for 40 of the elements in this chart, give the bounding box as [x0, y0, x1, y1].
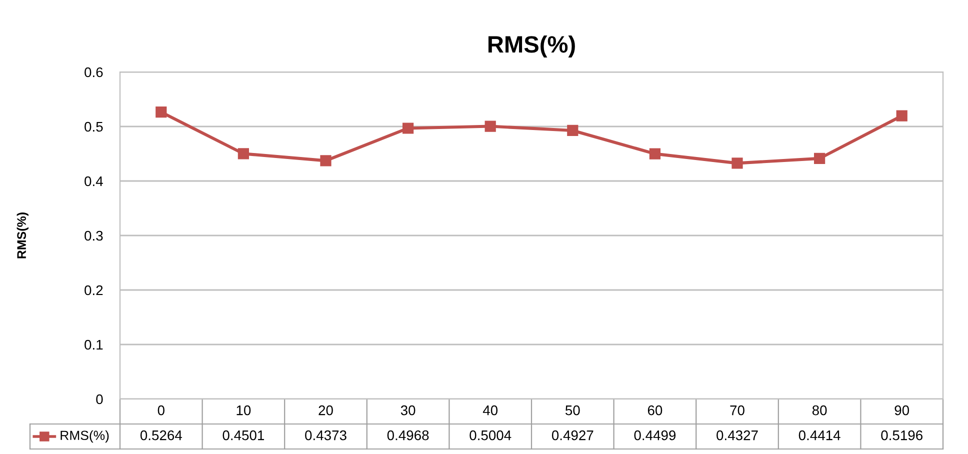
- data-label: 0.4327: [716, 430, 758, 440]
- point: [567, 124, 578, 136]
- y-tick-label: 0.2: [84, 285, 103, 296]
- x-tick-label: 30: [400, 405, 416, 416]
- y-axis-title: RMS(%): [16, 212, 28, 258]
- x-tick-label: 80: [812, 405, 827, 416]
- point: [320, 155, 332, 166]
- point: [814, 152, 826, 164]
- point: [156, 106, 167, 118]
- y-tick-label: 0: [96, 394, 103, 404]
- x-tick-label: 10: [236, 405, 251, 416]
- data-label: 0.4968: [387, 430, 429, 440]
- x-tick-label: 60: [648, 405, 662, 416]
- point: [732, 158, 743, 169]
- x-tick-label: 40: [482, 405, 498, 416]
- point: [238, 148, 250, 160]
- x-tick-label: 20: [318, 405, 333, 416]
- x-tick-label: 70: [730, 405, 744, 416]
- y-tick-label: 0.5: [84, 122, 103, 132]
- x-tick-label: 0: [158, 405, 164, 416]
- point: [402, 122, 414, 134]
- x-tick-label: 50: [565, 405, 580, 416]
- data-label: 0.4501: [222, 430, 264, 440]
- point: [484, 120, 496, 132]
- y-tick-label: 0.3: [84, 230, 103, 241]
- data-label: 0.5264: [140, 430, 182, 440]
- y-tick-label: 0.6: [84, 67, 103, 78]
- y-tick-label: 0.1: [84, 340, 103, 350]
- data-label: 0.4927: [552, 430, 594, 440]
- x-tick-label: 90: [894, 405, 910, 416]
- data-label: 0.4499: [634, 430, 676, 440]
- point: [896, 110, 908, 122]
- y-tick-label: 0.4: [84, 176, 103, 186]
- data-label: 0.4414: [798, 430, 840, 440]
- data-label: 0.4373: [305, 430, 346, 440]
- chart-title: RMS(%): [488, 35, 575, 58]
- legend-label: RMS(%): [60, 430, 109, 443]
- data-label: 0.5196: [881, 430, 922, 440]
- point: [649, 148, 661, 160]
- data-label: 0.5004: [470, 430, 512, 440]
